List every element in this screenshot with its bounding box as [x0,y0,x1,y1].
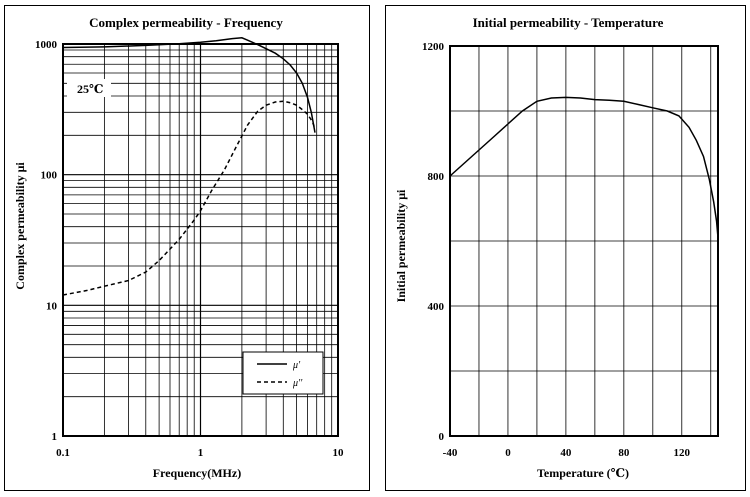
chart-panel-right: Initial permeability - Temperature -40 0 4… [385,5,746,491]
complex-permeability-chart: Complex permeability - Frequency 0.1 1 10 1… [13,15,344,480]
y-tick-label: 1000 [35,39,58,51]
series-line-mu-prime [62,37,316,133]
annotation-box [67,79,111,97]
chart-title: Initial permeability - Temperature [473,15,664,30]
initial-permeability-chart: Initial permeability - Temperature -40 0 4… [394,15,719,480]
series-line-initial-permeability [449,96,719,238]
annotation-group: 25℃ [67,79,111,97]
legend-box [242,351,324,395]
x-tick-label: 0 [505,447,511,459]
plot-frame [449,45,719,437]
y-tick-label: 800 [428,171,445,183]
chart-panel-left: Complex permeability - Frequency 0.1 1 10 1… [4,5,370,491]
x-tick-label: 0.1 [56,447,70,459]
legend-label-mu-double-prime: μ'' [292,378,303,389]
y-tick-label: 0 [439,431,445,443]
series-group [449,96,719,238]
y-axis-label: Complex permeability μi [13,162,27,290]
x-axis-label: Temperature (℃) [537,466,629,480]
legend-label-mu-prime: μ' [292,360,301,371]
series-line-mu-double-prime [62,100,316,296]
x-tick-label: 1 [198,447,204,459]
y-tick-label: 400 [428,301,445,313]
x-tick-label: -40 [443,447,458,459]
y-tick-label: 1 [52,431,58,443]
plot-frame [62,43,339,437]
legend: μ' μ'' [242,351,324,395]
x-tick-label: 80 [618,447,630,459]
tick-labels: 0.1 1 10 1 10 100 1000 [35,39,344,459]
grid [450,46,718,436]
chart-title: Complex permeability - Frequency [89,15,283,30]
y-tick-label: 10 [46,300,58,312]
x-axis-label: Frequency(MHz) [153,466,241,480]
x-tick-label: 10 [333,447,345,459]
x-tick-label: 40 [560,447,572,459]
temperature-annotation: 25℃ [77,82,103,96]
y-tick-label: 1200 [422,41,445,53]
x-tick-label: 120 [674,447,691,459]
y-axis-label: Initial permeability μi [394,189,408,302]
series-group [62,37,316,296]
y-tick-label: 100 [41,170,58,182]
